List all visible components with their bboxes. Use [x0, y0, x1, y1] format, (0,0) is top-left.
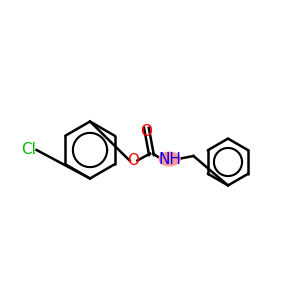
Text: O: O: [128, 153, 140, 168]
Ellipse shape: [158, 152, 181, 166]
Text: NH: NH: [158, 152, 181, 166]
Text: Cl: Cl: [21, 142, 36, 158]
Text: O: O: [140, 124, 152, 140]
